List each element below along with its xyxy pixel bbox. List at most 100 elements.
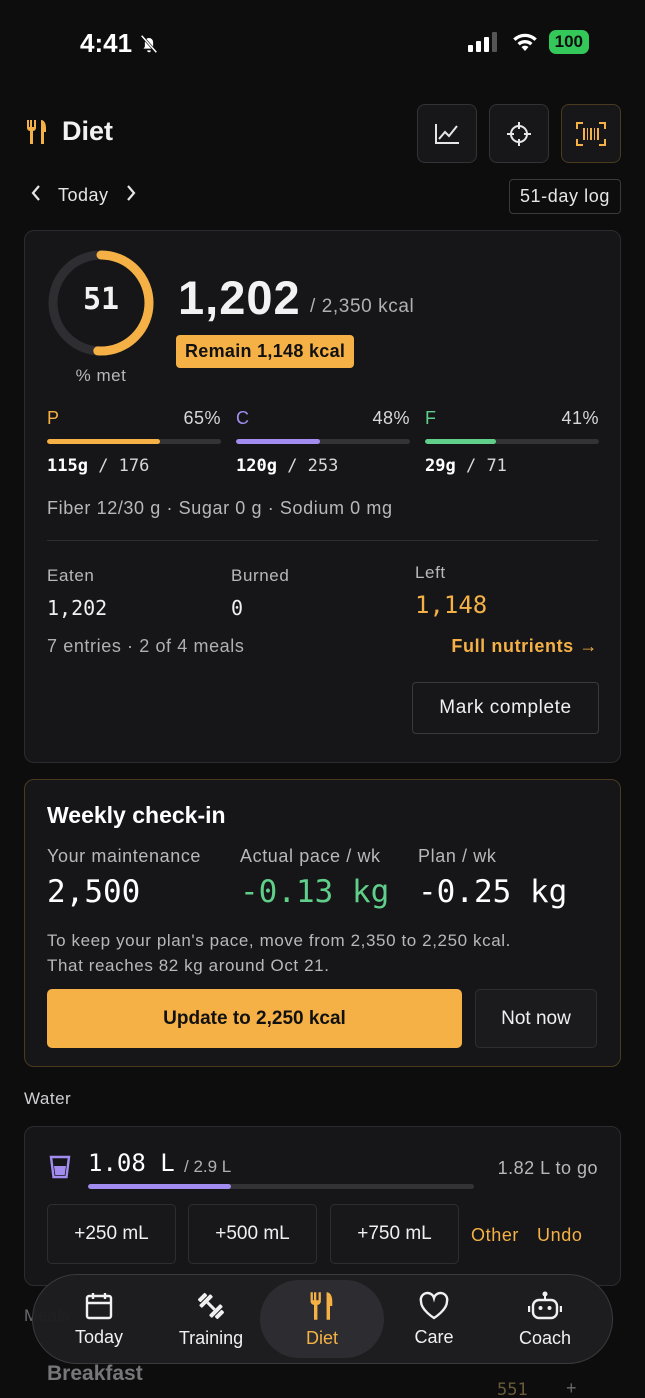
left-stat: Left 1,148 <box>415 563 487 619</box>
add-750ml-button[interactable]: +750 mL <box>330 1204 459 1264</box>
day-log-badge[interactable]: 51-day log <box>508 179 621 214</box>
eaten-value: 1,202 <box>47 596 108 620</box>
weekly-checkin-title: Weekly check-in <box>47 802 226 828</box>
tab-diet[interactable]: Diet <box>260 1280 384 1358</box>
macro-progress-bar <box>47 439 221 444</box>
chevron-right-icon <box>126 185 135 201</box>
divider <box>47 540 598 541</box>
meal-breakfast-title[interactable]: Breakfast <box>47 1362 143 1385</box>
macro-goal: / 176 <box>98 456 150 476</box>
eaten-label: Eaten <box>47 566 95 585</box>
full-nutrients-link[interactable]: Full nutrients → <box>451 636 598 656</box>
target-button[interactable] <box>489 104 549 163</box>
wifi-icon <box>512 33 537 51</box>
weekly-checkin-description: To keep your plan's pace, move from 2,35… <box>47 928 511 978</box>
tab-label: Coach <box>518 1327 572 1348</box>
meal-breakfast-kcal: 551 <box>497 1380 528 1398</box>
water-progress-fill <box>88 1184 231 1189</box>
description-line: That reaches 82 kg around Oct 21. <box>47 956 330 975</box>
next-day-button[interactable] <box>125 184 137 207</box>
mark-complete-button[interactable]: Mark complete <box>412 682 599 734</box>
robot-icon <box>528 1291 562 1319</box>
tab-care[interactable]: Care <box>379 1280 489 1358</box>
battery-indicator: 100 <box>548 30 589 54</box>
left-value: 1,148 <box>415 591 488 619</box>
tab-label: Training <box>178 1327 244 1348</box>
barcode-icon <box>576 121 606 146</box>
maintenance-label: Your maintenance <box>47 846 202 866</box>
macro-value: 115g <box>47 456 88 476</box>
water-section-label: Water <box>24 1089 72 1108</box>
heart-icon <box>419 1291 449 1319</box>
macro-progress-fill <box>236 439 320 444</box>
entries-summary: 7 entries · 2 of 4 meals <box>47 636 245 656</box>
macro-goal: / 253 <box>287 456 339 476</box>
daily-summary-card <box>24 230 621 763</box>
status-bar-time: 4:41 <box>80 28 160 59</box>
micronutrient-summary: Fiber 12/30 g · Sugar 0 g · Sodium 0 mg <box>47 498 393 518</box>
water-progress-bar <box>88 1184 474 1189</box>
macro-value: 120g <box>236 456 277 476</box>
macro-value: 29g <box>425 456 456 476</box>
macro-letter: P <box>47 408 60 428</box>
actual-pace-value: -0.13 kg <box>240 874 390 910</box>
water-goal: / 2.9 L <box>184 1157 232 1176</box>
meal-breakfast-add-button[interactable]: + <box>566 1378 577 1398</box>
current-date-label[interactable]: Today <box>58 185 109 205</box>
remaining-calories-badge: Remain 1,148 kcal <box>176 335 355 368</box>
macro-progress-bar <box>236 439 410 444</box>
fork-knife-icon <box>310 1291 333 1320</box>
actual-pace-label: Actual pace / wk <box>240 846 381 866</box>
status-bar-right: 100 <box>467 30 589 54</box>
chart-icon <box>435 123 459 144</box>
chevron-left-icon <box>31 185 40 201</box>
previous-day-button[interactable] <box>30 184 42 207</box>
stats-chart-button[interactable] <box>417 104 477 163</box>
update-calories-button[interactable]: Update to 2,250 kcal <box>47 989 462 1048</box>
barcode-scan-button[interactable] <box>561 104 621 163</box>
percent-met-caption: % met <box>75 366 127 385</box>
water-cup-icon <box>49 1155 71 1179</box>
bell-muted-icon <box>140 34 158 53</box>
not-now-button[interactable]: Not now <box>475 989 597 1048</box>
left-label: Left <box>415 563 446 582</box>
calories-goal: / 2,350 kcal <box>310 296 415 317</box>
tab-label: Diet <box>305 1327 338 1348</box>
macro-fat: F 41% 29g / 71 <box>425 408 599 476</box>
burned-stat: Burned 0 <box>231 566 289 620</box>
add-500ml-button[interactable]: +500 mL <box>188 1204 317 1264</box>
description-line: To keep your plan's pace, move from 2,35… <box>47 931 511 950</box>
eaten-stat: Eaten 1,202 <box>47 566 107 620</box>
tab-label: Care <box>414 1326 454 1347</box>
target-icon <box>507 121 531 146</box>
macro-progress-fill <box>425 439 497 444</box>
page-title: Diet <box>62 116 114 146</box>
macro-progress-bar <box>425 439 599 444</box>
percent-met-ring <box>48 250 154 356</box>
calendar-icon <box>85 1292 113 1319</box>
macro-progress-fill <box>47 439 161 444</box>
calories-eaten-total: 1,202 <box>178 271 301 324</box>
signal-icon <box>467 32 497 52</box>
macro-percent: 65% <box>183 408 221 428</box>
macro-letter: F <box>425 408 437 428</box>
tab-training[interactable]: Training <box>156 1280 266 1358</box>
dumbbell-icon <box>197 1292 225 1319</box>
maintenance-value: 2,500 <box>47 874 141 910</box>
tab-today[interactable]: Today <box>44 1280 154 1358</box>
clock-text: 4:41 <box>80 28 133 58</box>
page-header: Diet <box>24 116 113 147</box>
fork-knife-icon <box>27 119 46 144</box>
percent-met-value: 51 <box>82 282 120 317</box>
macro-letter: C <box>236 408 250 428</box>
add-250ml-button[interactable]: +250 mL <box>47 1204 176 1264</box>
burned-value: 0 <box>231 596 244 620</box>
water-remaining: 1.82 L to go <box>497 1158 598 1178</box>
water-other-button[interactable]: Other <box>471 1225 520 1245</box>
macro-percent: 41% <box>561 408 599 428</box>
macro-goal: / 71 <box>465 456 507 476</box>
plan-pace-value: -0.25 kg <box>418 874 568 910</box>
water-undo-button[interactable]: Undo <box>537 1225 583 1245</box>
tab-coach[interactable]: Coach <box>490 1280 600 1358</box>
water-amount: 1.08 L <box>88 1149 175 1177</box>
